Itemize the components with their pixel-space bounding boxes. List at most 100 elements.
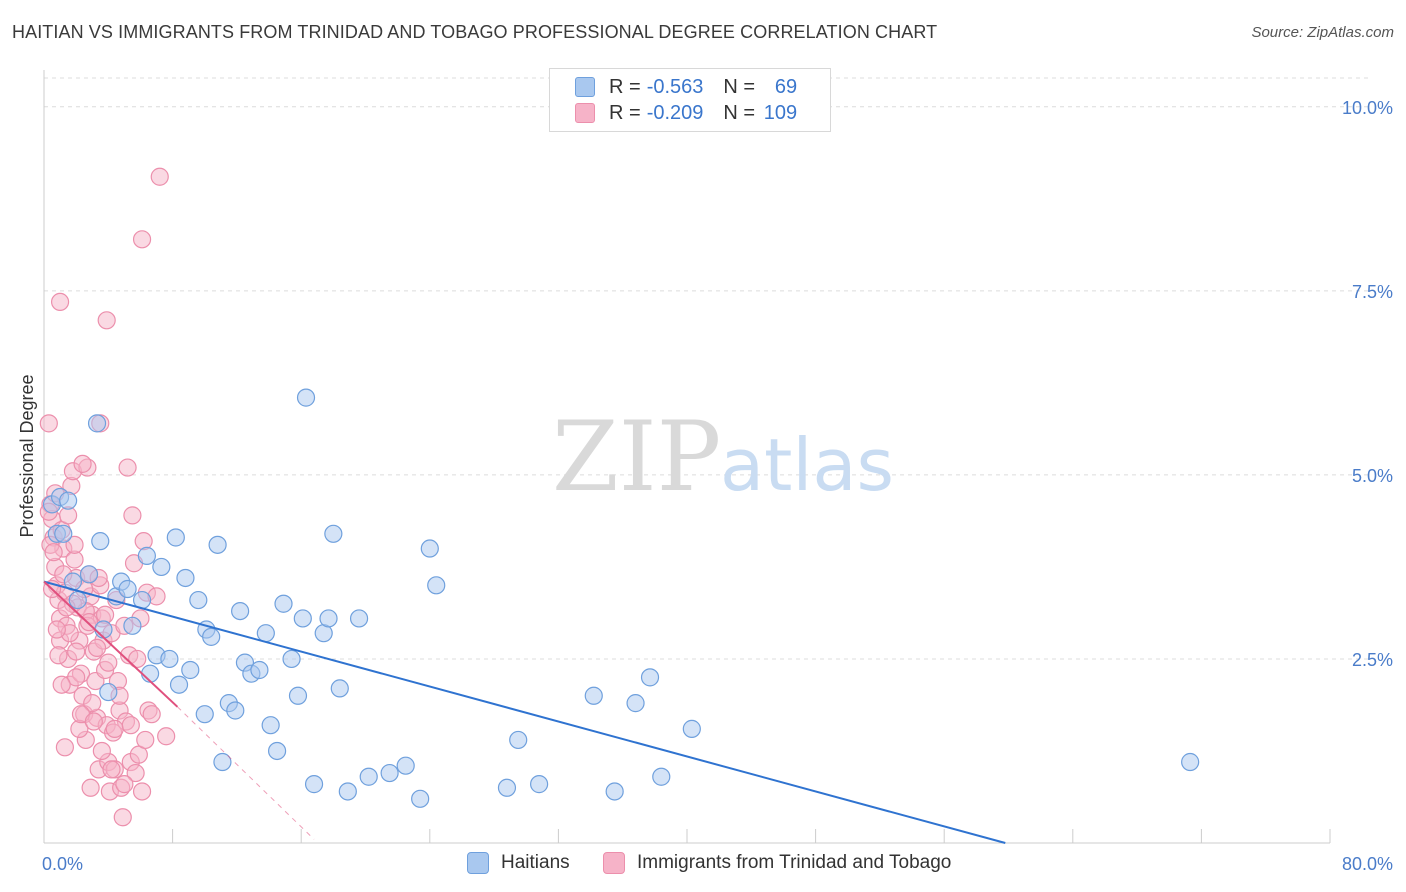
- trinidad-point: [67, 642, 86, 661]
- haitians-point: [304, 775, 324, 794]
- legend-swatch-haitians: [467, 852, 489, 874]
- correlation-legend: R = -0.563 N = 69 R = -0.209 N = 109: [549, 68, 831, 132]
- haitians-point: [288, 686, 308, 705]
- haitians-point: [68, 590, 87, 610]
- watermark-zip: ZIP: [552, 401, 721, 513]
- haitians-point: [626, 694, 645, 713]
- y-tick-label: 7.5%: [1352, 282, 1393, 302]
- haitians-point: [94, 620, 113, 639]
- haitians-point: [160, 649, 179, 669]
- series-trinidad-points: [39, 167, 176, 827]
- haitians-point: [652, 767, 671, 786]
- haitians-point: [509, 730, 528, 750]
- trinidad-point: [87, 638, 107, 658]
- legend-r-label: R =: [609, 75, 641, 98]
- trinidad-point: [102, 760, 121, 779]
- legend-swatch-blue: [575, 77, 595, 97]
- legend-label-haitians: Haitians: [501, 852, 570, 873]
- haitians-point: [152, 557, 171, 577]
- haitians-point: [338, 782, 357, 801]
- trinidad-point: [39, 414, 58, 433]
- trinidad-point: [81, 778, 100, 797]
- trinidad-point: [136, 730, 155, 750]
- haitians-point: [87, 414, 107, 433]
- haitians-point: [176, 568, 195, 588]
- y-tick-label: 10.0%: [1342, 98, 1393, 118]
- y-tick-label: 5.0%: [1352, 466, 1393, 486]
- trinidad-point: [47, 620, 66, 639]
- legend-r-label: R =: [609, 101, 641, 124]
- haitians-point: [195, 705, 214, 724]
- haitians-point: [1181, 752, 1200, 772]
- haitians-point: [349, 609, 369, 628]
- trinidad-point: [150, 167, 169, 186]
- haitians-point: [427, 576, 446, 595]
- haitians-point: [169, 675, 189, 694]
- haitians-point: [293, 609, 312, 628]
- trinidad-point: [157, 727, 176, 746]
- haitians-point: [226, 701, 245, 720]
- series-haitians-points: [42, 388, 1200, 808]
- haitians-point: [137, 546, 156, 565]
- legend-swatch-pink: [575, 103, 595, 123]
- legend-n-value: 109: [763, 101, 798, 124]
- haitians-point: [166, 528, 185, 547]
- trinidad-point: [97, 311, 116, 330]
- haitians-point: [282, 649, 301, 669]
- watermark-atlas: atlas: [720, 423, 894, 507]
- haitians-point: [213, 752, 232, 772]
- series-legend: Haitians Immigrants from Trinidad and To…: [0, 852, 1406, 878]
- trinidad-point: [99, 653, 118, 672]
- haitians-point: [411, 789, 430, 808]
- haitians-point: [54, 524, 73, 543]
- haitians-point: [530, 775, 549, 794]
- trinidad-point: [65, 535, 84, 554]
- haitians-point: [99, 682, 118, 702]
- trinidad-point: [128, 649, 147, 669]
- x-tick-label: 80.0%: [1342, 854, 1393, 874]
- haitians-point: [202, 627, 221, 646]
- chart-source: Source: ZipAtlas.com: [1251, 24, 1394, 41]
- legend-r-value: -0.563: [646, 75, 704, 98]
- haitians-point: [250, 660, 269, 680]
- haitians-point: [605, 782, 624, 801]
- haitians-point: [324, 524, 343, 543]
- haitians-point: [256, 624, 275, 643]
- trend-lines: [43, 580, 1006, 844]
- trinidad-point: [115, 775, 134, 794]
- trinidad-point: [50, 292, 70, 311]
- trinidad-point: [55, 738, 74, 757]
- haitians-point: [274, 594, 293, 613]
- trinidad-point: [132, 230, 152, 249]
- trinidad-point: [83, 694, 102, 713]
- haitians-point: [380, 763, 399, 783]
- trinidad-point: [142, 705, 161, 724]
- trinidad-point: [123, 506, 142, 525]
- haitians-point: [91, 532, 110, 551]
- legend-label-trinidad: Immigrants from Trinidad and Tobago: [637, 852, 952, 873]
- axes: [43, 70, 1331, 844]
- trinidad-point: [67, 668, 86, 687]
- trinidad-point: [132, 782, 152, 801]
- tick-labels: 2.5% 5.0% 7.5% 10.0% 0.0% 80.0%: [42, 98, 1393, 874]
- trinidad-point: [49, 646, 68, 665]
- trinidad-point: [121, 716, 140, 735]
- haitians-point: [189, 590, 208, 610]
- haitians-point: [79, 565, 99, 584]
- haitians-point: [640, 668, 660, 687]
- trinidad-point: [134, 532, 153, 551]
- haitians-point: [584, 686, 603, 705]
- trinidad-point: [84, 712, 103, 731]
- haitians-point: [497, 778, 517, 797]
- trinidad-point: [52, 675, 71, 694]
- trinidad-point: [126, 763, 145, 783]
- haitians-point: [396, 756, 415, 775]
- haitians-point: [208, 535, 227, 554]
- haitians-point: [682, 719, 701, 738]
- legend-r-value: -0.209: [646, 101, 704, 124]
- legend-row-haitians: R = -0.563 N = 69: [575, 75, 797, 99]
- trinidad-point: [113, 808, 132, 827]
- haitians-point: [59, 491, 78, 510]
- haitians-point: [140, 664, 160, 683]
